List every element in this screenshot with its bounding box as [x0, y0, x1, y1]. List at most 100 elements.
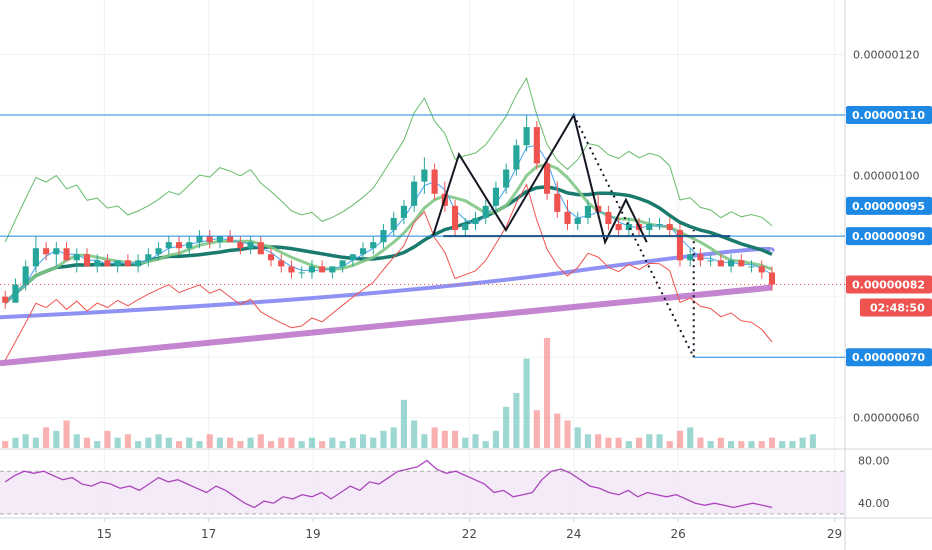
candle-body [308, 266, 315, 273]
time-tick-label: 17 [201, 527, 216, 541]
volume-bar [666, 441, 673, 448]
volume-bar [390, 427, 397, 448]
price-tag-label: 0.00000070 [852, 351, 925, 364]
candle-body [400, 205, 407, 218]
volume-bar [625, 441, 632, 448]
volume-bar [135, 441, 142, 448]
volume-bar [758, 441, 765, 448]
candle-body [584, 205, 592, 218]
candle-body [267, 254, 275, 261]
price-pane[interactable] [0, 76, 845, 448]
volume-bar [697, 437, 704, 448]
price-tag-label: 0.00000095 [852, 200, 925, 213]
volume-bar [278, 437, 285, 448]
countdown-label: 02:48:50 [870, 302, 925, 315]
price-tag-label: 0.00000082 [852, 279, 925, 292]
time-axis[interactable]: 15 17 19 22 24 26 29 [97, 518, 843, 541]
price-tag-label: 0.00000110 [852, 109, 925, 122]
candle-body [135, 260, 142, 267]
volume-bar [267, 441, 275, 448]
volume-bar [104, 430, 111, 448]
volume-bar [595, 434, 602, 448]
candle-body [73, 254, 80, 261]
candle-body [319, 266, 326, 273]
candle-body [748, 266, 755, 268]
candle-body [53, 248, 60, 255]
ema-line [4, 144, 773, 304]
price-axis[interactable]: 0.00000120 0.00000100 0.00000060 0.00000110… [846, 48, 932, 425]
candle-body [656, 224, 663, 225]
candle-body [104, 260, 111, 267]
volume-bar [196, 441, 203, 448]
rsi-tick-label: 40.00 [858, 497, 890, 510]
candle-body [196, 236, 203, 243]
volume-bar [53, 430, 60, 448]
time-tick-label: 15 [97, 527, 112, 541]
candle-body [227, 236, 234, 243]
rsi-pane[interactable]: 80.00 40.00 [0, 455, 890, 515]
volume-bar [206, 434, 213, 448]
volume-histogram [2, 338, 816, 448]
candle-body [728, 260, 735, 267]
price-tag [846, 196, 932, 215]
volume-bar [216, 437, 223, 448]
volume-bar [554, 413, 561, 448]
candle-body [482, 205, 489, 218]
candle-body [155, 248, 162, 255]
volume-bar [227, 437, 234, 448]
volume-bar [533, 410, 540, 448]
candle-body [666, 224, 673, 231]
volume-bar [73, 434, 80, 448]
volume-bar [513, 393, 520, 448]
volume-bar [124, 434, 131, 448]
volume-bar [472, 434, 479, 448]
volume-bar [431, 427, 438, 448]
candle-body [339, 260, 346, 267]
volume-bar [462, 437, 469, 448]
candle-body [175, 242, 183, 249]
band-upper-line [4, 76, 773, 243]
price-tick-label: 0.00000120 [853, 48, 919, 61]
volume-bar [421, 434, 428, 448]
candle-body [370, 242, 377, 249]
candle-body [758, 266, 765, 273]
candle-body [349, 254, 356, 261]
candle-body [646, 224, 653, 231]
candle-body [288, 266, 295, 273]
candle-body [574, 217, 581, 224]
candle-body [625, 224, 632, 231]
volume-bar [646, 434, 653, 448]
candle-body [237, 242, 244, 249]
candle-body [564, 211, 571, 224]
volume-bar [94, 441, 101, 448]
ma-medium-line [0, 246, 775, 320]
time-tick-label: 19 [305, 527, 320, 541]
candle-body [738, 260, 745, 267]
volume-bar [298, 441, 305, 448]
candle-body [676, 230, 684, 261]
volume-bar [676, 430, 684, 448]
volume-bar [687, 427, 694, 448]
volume-bar [380, 430, 387, 448]
candle-body [462, 224, 469, 231]
candle-body [22, 266, 29, 285]
candle-body [298, 272, 305, 274]
candle-body [247, 242, 254, 249]
candle-body [390, 217, 397, 231]
volume-bar [482, 441, 489, 448]
volume-bar [257, 434, 264, 448]
volume-bar [615, 437, 622, 448]
time-tick-label: 22 [462, 527, 477, 541]
indicator-lines [0, 76, 775, 367]
volume-bar [574, 427, 581, 448]
candle-body [503, 169, 510, 188]
price-tag-label: 0.00000090 [852, 230, 925, 243]
candle-body [431, 169, 438, 194]
candle-body [717, 260, 724, 267]
price-tag [846, 227, 932, 246]
ma-long-line [0, 284, 773, 367]
volume-bar [12, 437, 19, 448]
candle-body [114, 260, 121, 267]
